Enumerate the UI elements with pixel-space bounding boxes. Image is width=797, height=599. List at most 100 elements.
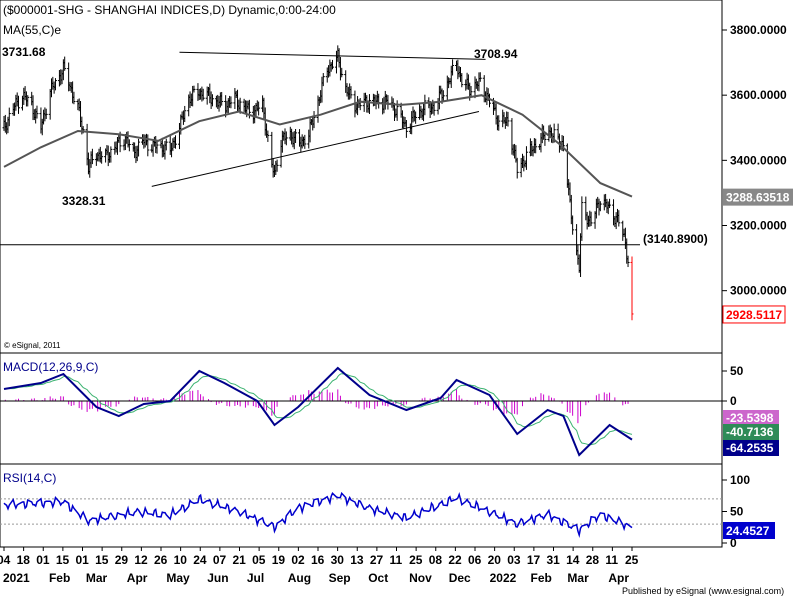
price-bar bbox=[441, 90, 445, 103]
date-day-label: 22 bbox=[448, 553, 462, 567]
date-day-label: 06 bbox=[468, 553, 482, 567]
price-bar bbox=[608, 198, 612, 209]
macd-tick-label: 50 bbox=[730, 364, 744, 378]
date-day-label: 01 bbox=[76, 553, 90, 567]
price-bar bbox=[275, 159, 279, 172]
date-day-label: 19 bbox=[272, 553, 286, 567]
rsi-pane bbox=[0, 463, 723, 548]
price-bar bbox=[321, 73, 325, 87]
macd-value-box: -64.2535 bbox=[723, 440, 779, 456]
date-day-label: 29 bbox=[115, 553, 129, 567]
price-bar bbox=[220, 91, 224, 106]
price-bar bbox=[53, 78, 57, 91]
price-bar bbox=[26, 95, 30, 107]
rsi-value-box: 24.4527 bbox=[723, 522, 775, 539]
date-day-label: 15 bbox=[56, 553, 70, 567]
date-month-label: Jun bbox=[207, 571, 228, 585]
date-day-label: 01 bbox=[36, 553, 50, 567]
rsi-label: RSI(14,C) bbox=[3, 471, 56, 485]
price-bar bbox=[543, 133, 547, 146]
date-month-label: 2021 bbox=[3, 571, 30, 585]
date-month-label: Mar bbox=[567, 571, 589, 585]
price-bar bbox=[349, 86, 353, 99]
price-bar bbox=[266, 130, 270, 142]
date-day-label: 18 bbox=[17, 553, 31, 567]
ma-line bbox=[3, 94, 633, 198]
price-bar bbox=[192, 85, 196, 93]
date-month-label: May bbox=[166, 571, 190, 585]
price-bar bbox=[367, 94, 371, 115]
rsi-tick-label: 0 bbox=[730, 536, 737, 550]
price-bar bbox=[506, 111, 510, 127]
price-bar bbox=[164, 138, 168, 151]
price-bar bbox=[589, 211, 593, 227]
date-month-label: Jul bbox=[247, 571, 264, 585]
copyright-label: © eSignal, 2011 bbox=[4, 341, 61, 350]
price-bar bbox=[303, 134, 307, 149]
date-day-label: 12 bbox=[134, 553, 148, 567]
price-bar bbox=[488, 93, 492, 108]
macd-signal-box: -40.7136 bbox=[723, 424, 779, 440]
macd-pane bbox=[0, 352, 723, 465]
price-bar bbox=[497, 115, 501, 131]
date-month-label: Feb bbox=[49, 571, 70, 585]
date-day-label: 10 bbox=[174, 553, 188, 567]
date-day-label: 08 bbox=[429, 553, 443, 567]
low-left-label: 3328.31 bbox=[62, 194, 106, 208]
date-axis-days: 04 18 01 15 01 15 29 12 26 10 24 07 21 05 19 02 16 30 13 27… bbox=[0, 547, 639, 567]
trendline-2 bbox=[151, 110, 480, 187]
price-bar bbox=[404, 119, 408, 138]
rsi-tick-label: 50 bbox=[730, 505, 744, 519]
price-bar bbox=[17, 95, 21, 114]
price-bar bbox=[63, 56, 67, 71]
price-bar bbox=[423, 94, 427, 116]
high-left-label: 3731.68 bbox=[2, 45, 46, 59]
price-bar bbox=[284, 131, 288, 146]
price-bar bbox=[630, 256, 634, 321]
price-bar bbox=[331, 59, 335, 70]
price-pane bbox=[0, 0, 723, 354]
macd-label: MACD(12,26,9,C) bbox=[3, 360, 98, 374]
date-day-label: 26 bbox=[154, 553, 168, 567]
last-price-value: 2928.5117 bbox=[726, 308, 782, 322]
price-bar bbox=[469, 85, 473, 97]
price-bar bbox=[44, 108, 48, 120]
date-day-label: 13 bbox=[350, 553, 364, 567]
date-day-label: 27 bbox=[370, 553, 384, 567]
price-bar bbox=[432, 102, 436, 116]
date-month-label: Nov bbox=[409, 571, 432, 585]
price-axis: 3800.0000 3600.0000 3400.0000 3200.0000 3000… bbox=[722, 23, 787, 298]
date-month-label: Apr bbox=[608, 571, 629, 585]
trendline-layer bbox=[0, 51, 640, 246]
macd-signal-value: -40.7136 bbox=[726, 425, 774, 439]
price-bar bbox=[414, 111, 418, 124]
date-month-label: Mar bbox=[86, 571, 108, 585]
price-bar bbox=[460, 73, 464, 88]
ma-value-box-bg bbox=[723, 188, 793, 206]
macd-hist-box-bg bbox=[723, 410, 779, 426]
rsi-axis: 100 50 0 bbox=[722, 473, 750, 550]
date-month-label: Sep bbox=[329, 571, 351, 585]
price-bar bbox=[229, 96, 233, 109]
date-day-label: 21 bbox=[233, 553, 247, 567]
date-day-label: 31 bbox=[547, 553, 561, 567]
rsi-line bbox=[3, 491, 633, 538]
date-month-label: Oct bbox=[368, 571, 388, 585]
date-day-label: 20 bbox=[488, 553, 502, 567]
price-bar bbox=[534, 138, 538, 154]
rsi-value-box-bg bbox=[723, 522, 775, 539]
price-bar bbox=[127, 139, 131, 152]
support-label: (3140.8900) bbox=[643, 232, 708, 246]
macd-axis: 50 0 bbox=[722, 364, 744, 408]
price-bar bbox=[524, 146, 528, 170]
price-bar bbox=[294, 129, 298, 144]
macd-value-box-bg bbox=[723, 440, 779, 456]
date-month-label: Aug bbox=[288, 571, 311, 585]
price-bar bbox=[137, 138, 141, 157]
trendline-1 bbox=[179, 51, 486, 60]
chart-title: ($000001-SHG - SHANGHAI INDICES,D) Dynam… bbox=[3, 3, 336, 17]
date-day-label: 11 bbox=[390, 553, 403, 567]
date-day-label: 03 bbox=[507, 553, 521, 567]
price-bar bbox=[183, 105, 187, 123]
